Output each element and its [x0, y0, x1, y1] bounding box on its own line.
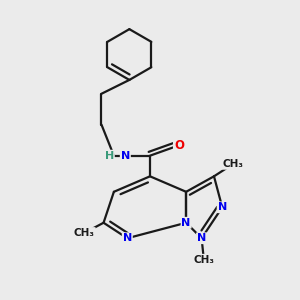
Text: N: N [218, 202, 227, 212]
Text: N: N [121, 151, 130, 161]
Text: H: H [105, 151, 114, 161]
Text: CH₃: CH₃ [74, 228, 95, 238]
Text: CH₃: CH₃ [223, 159, 244, 169]
Text: N: N [123, 233, 132, 243]
Text: O: O [174, 139, 184, 152]
Text: N: N [182, 218, 191, 228]
Text: N: N [197, 233, 206, 243]
Text: CH₃: CH₃ [194, 255, 214, 265]
